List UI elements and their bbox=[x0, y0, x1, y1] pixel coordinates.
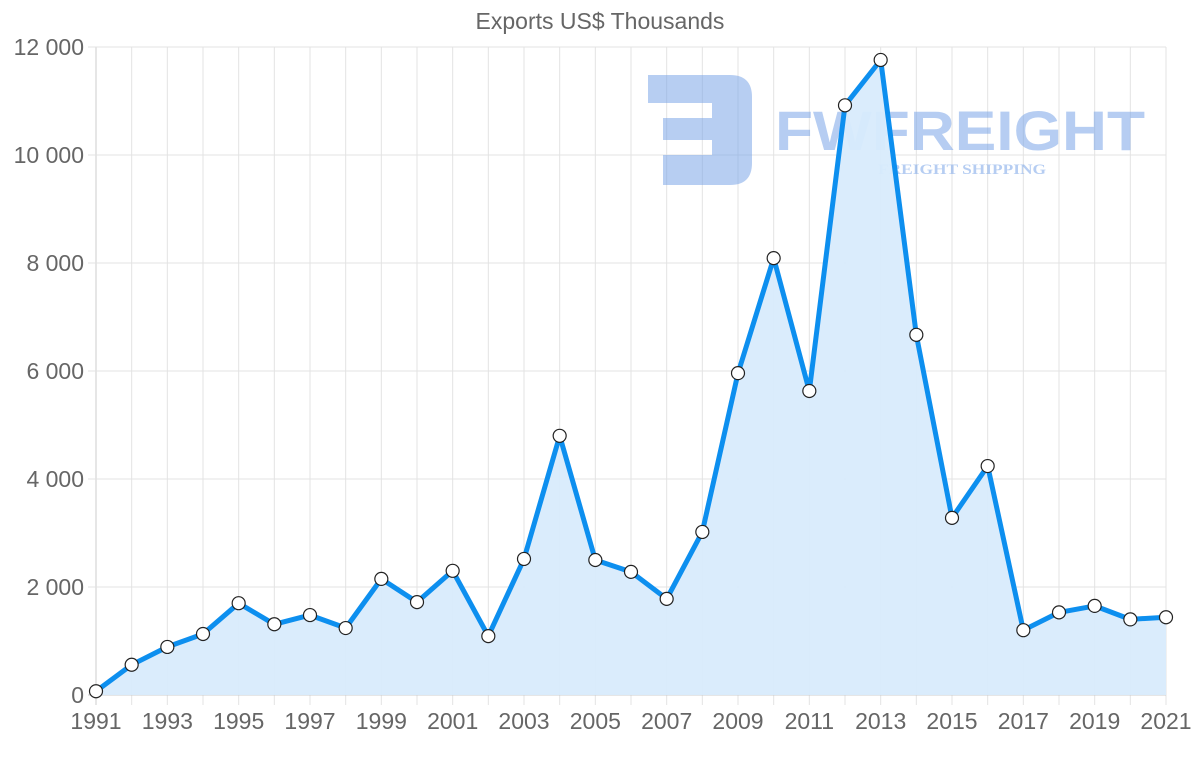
data-point[interactable] bbox=[374, 571, 389, 587]
x-tick-label: 2021 bbox=[1140, 708, 1191, 734]
data-point[interactable] bbox=[980, 458, 995, 474]
chart-title: Exports US$ Thousands bbox=[475, 8, 725, 34]
x-tick-label: 1991 bbox=[70, 708, 121, 734]
data-point[interactable] bbox=[837, 98, 853, 113]
data-point[interactable] bbox=[1158, 610, 1174, 625]
watermark-tagline: FREIGHT SHIPPING bbox=[878, 162, 1046, 178]
data-point[interactable] bbox=[267, 617, 282, 632]
y-tick-label: 0 bbox=[71, 682, 84, 708]
x-tick-label: 2001 bbox=[427, 708, 478, 734]
data-point[interactable] bbox=[302, 607, 318, 623]
x-tick-label: 2005 bbox=[570, 708, 621, 734]
data-point[interactable] bbox=[873, 52, 888, 68]
x-tick-label: 2011 bbox=[785, 708, 834, 734]
x-tick-label: 2019 bbox=[1069, 708, 1120, 734]
data-point[interactable] bbox=[516, 551, 532, 567]
data-point[interactable] bbox=[1016, 623, 1031, 638]
x-axis: 1991 1993 1995 1997 1999 2001 2003 2005 2007 2009… bbox=[70, 708, 1191, 734]
y-tick-label: 8 000 bbox=[26, 250, 84, 276]
x-tick-label: 1997 bbox=[284, 708, 335, 734]
data-point[interactable] bbox=[445, 563, 460, 578]
data-point[interactable] bbox=[124, 657, 139, 672]
data-point[interactable] bbox=[195, 626, 211, 642]
data-point[interactable] bbox=[409, 595, 425, 610]
x-tick-label: 1995 bbox=[213, 708, 264, 734]
series-area-fill bbox=[96, 60, 1166, 695]
y-axis: 0 2 000 4 000 6 000 8 000 10 000 12 000 bbox=[14, 34, 84, 708]
x-tick-label: 1993 bbox=[142, 708, 193, 734]
x-tick-label: 1999 bbox=[356, 708, 407, 734]
fw-logo-icon bbox=[648, 75, 752, 185]
y-tick-label: 4 000 bbox=[26, 466, 84, 492]
data-points bbox=[88, 52, 1174, 699]
data-point[interactable] bbox=[1123, 612, 1138, 627]
x-tick-label: 2017 bbox=[998, 708, 1049, 734]
data-point[interactable] bbox=[552, 428, 567, 443]
data-point[interactable] bbox=[659, 591, 674, 606]
data-point[interactable] bbox=[730, 366, 746, 381]
data-point[interactable] bbox=[231, 596, 246, 611]
x-tick-label: 2013 bbox=[855, 708, 906, 734]
data-point[interactable] bbox=[944, 510, 960, 525]
data-point[interactable] bbox=[695, 524, 710, 540]
y-tick-label: 10 000 bbox=[14, 142, 84, 168]
data-point[interactable] bbox=[1051, 605, 1067, 620]
x-tick-label: 2015 bbox=[926, 708, 977, 734]
data-point[interactable] bbox=[766, 251, 781, 266]
data-point[interactable] bbox=[588, 552, 603, 568]
data-point[interactable] bbox=[88, 684, 104, 699]
data-point[interactable] bbox=[481, 629, 496, 644]
watermark-logo: FWFREIGHT FREIGHT SHIPPING bbox=[648, 75, 1145, 185]
data-point[interactable] bbox=[623, 564, 639, 579]
data-point[interactable] bbox=[160, 639, 175, 655]
x-tick-label: 2009 bbox=[712, 708, 763, 734]
data-point[interactable] bbox=[1087, 598, 1102, 614]
data-point[interactable] bbox=[802, 383, 817, 399]
data-point[interactable] bbox=[338, 620, 353, 636]
watermark-brand: FWFREIGHT bbox=[775, 99, 1145, 162]
y-tick-label: 6 000 bbox=[26, 358, 84, 384]
y-tick-label: 12 000 bbox=[14, 34, 84, 60]
x-tick-label: 2007 bbox=[641, 708, 692, 734]
y-tick-label: 2 000 bbox=[26, 574, 84, 600]
x-tick-label: 2003 bbox=[498, 708, 549, 734]
data-point[interactable] bbox=[909, 327, 924, 342]
